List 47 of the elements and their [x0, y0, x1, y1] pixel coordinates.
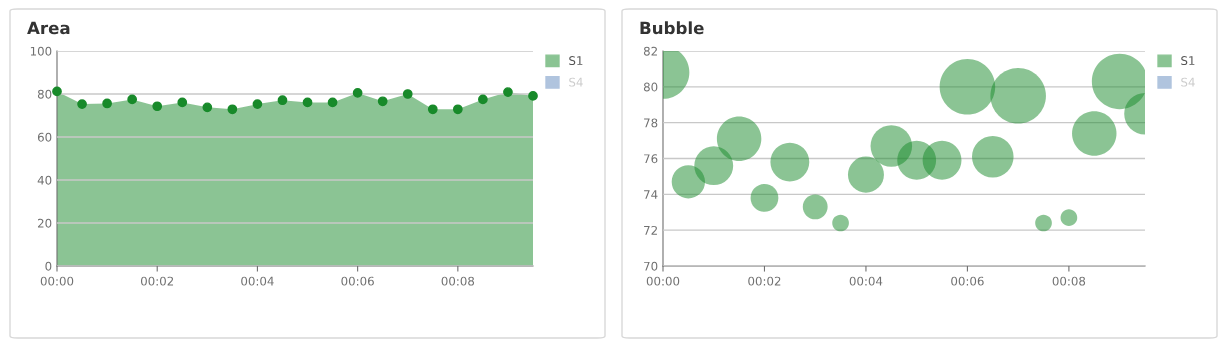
point: [452, 104, 463, 115]
point: [302, 97, 313, 108]
point: [152, 101, 163, 112]
legend-label: S1: [569, 56, 583, 66]
x-tick-label: 00:04: [241, 276, 274, 286]
y-tick-label: 80: [643, 82, 658, 92]
y-tick-label: 72: [644, 225, 657, 235]
point: [202, 102, 213, 113]
chart-title: Area: [27, 21, 70, 35]
point: [102, 98, 112, 109]
point: [377, 96, 388, 107]
point: [227, 104, 238, 115]
chart-title: Bubble: [640, 21, 704, 35]
x-tick-label: 00:04: [849, 276, 883, 286]
point: [77, 99, 87, 109]
y-tick-label: 70: [644, 261, 658, 271]
y-tick-label: 78: [644, 118, 658, 128]
x-tick-label: 00:06: [951, 276, 984, 286]
point: [352, 88, 363, 98]
x-tick-label: 00:08: [441, 276, 475, 286]
point: [402, 89, 413, 99]
y-tick-label: 60: [37, 132, 52, 142]
y-tick-label: 40: [37, 175, 52, 185]
point: [528, 91, 538, 101]
point: [327, 97, 338, 108]
point: [427, 104, 438, 115]
point: [277, 95, 288, 106]
x-tick-label: 00:02: [748, 276, 781, 286]
x-tick-label: 00:00: [40, 276, 74, 286]
y-tick-label: 100: [30, 46, 52, 56]
point: [478, 94, 488, 105]
y-tick-label: 82: [643, 46, 657, 56]
y-tick-label: 20: [37, 218, 52, 228]
y-tick-label: 80: [37, 89, 52, 99]
point: [52, 86, 62, 97]
x-tick-label: 00:06: [341, 276, 374, 286]
point: [252, 99, 263, 109]
point: [503, 87, 513, 97]
x-tick-label: 00:00: [646, 276, 680, 286]
y-tick-label: 74: [644, 190, 658, 199]
legend-label: S1: [1181, 56, 1195, 66]
point: [177, 97, 188, 108]
point: [127, 94, 138, 105]
x-tick-label: 00:02: [140, 276, 174, 286]
y-tick-label: 76: [644, 154, 658, 164]
y-tick-label: 0: [45, 261, 52, 271]
x-tick-label: 00:08: [1052, 276, 1086, 286]
